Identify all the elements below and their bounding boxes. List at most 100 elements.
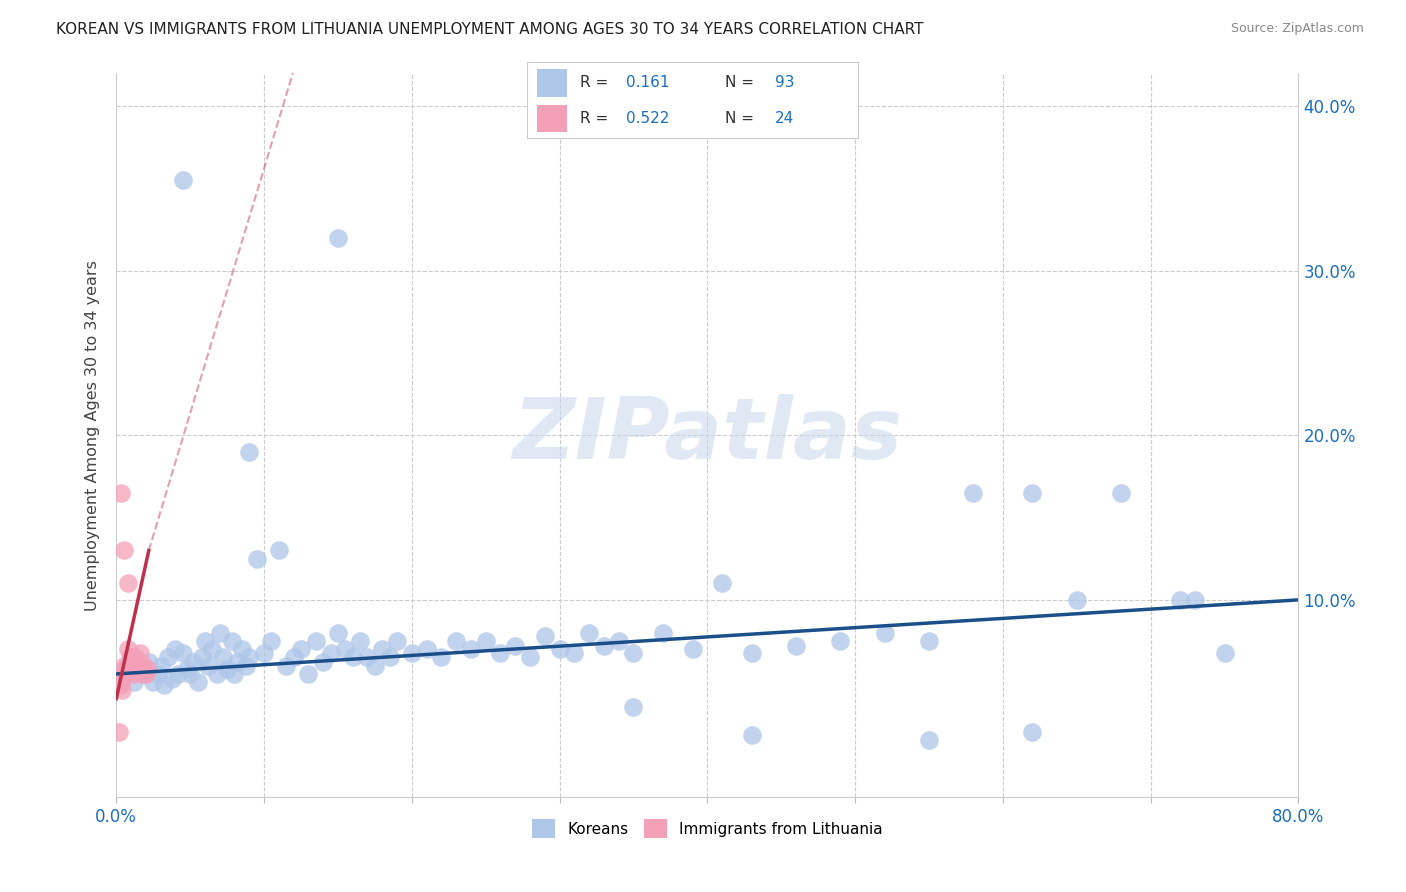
Point: [114, 667, 136, 681]
Point: [415, 642, 437, 657]
Point: [131, 662, 153, 676]
Point: [326, 230, 349, 244]
Point: [785, 639, 807, 653]
Point: [122, 667, 145, 681]
Point: [142, 675, 165, 690]
Point: [623, 699, 645, 714]
Point: [830, 634, 852, 648]
Point: [593, 639, 616, 653]
Point: [682, 642, 704, 657]
Point: [129, 646, 152, 660]
Legend: Koreans, Immigrants from Lithuania: Koreans, Immigrants from Lithuania: [526, 814, 889, 844]
Point: [117, 658, 139, 673]
Point: [238, 444, 260, 458]
Point: [138, 656, 160, 670]
Text: 0.522: 0.522: [627, 111, 669, 126]
Text: 0.161: 0.161: [627, 76, 669, 90]
Point: [149, 658, 172, 673]
Point: [221, 634, 243, 648]
Point: [260, 634, 283, 648]
Point: [238, 650, 260, 665]
Point: [962, 486, 984, 500]
Point: [607, 634, 630, 648]
Point: [110, 678, 132, 692]
Point: [378, 650, 401, 665]
Point: [741, 646, 763, 660]
Point: [349, 634, 371, 648]
Point: [503, 639, 526, 653]
Point: [156, 650, 179, 665]
Point: [326, 625, 349, 640]
Point: [117, 642, 139, 657]
Point: [135, 667, 157, 681]
Point: [114, 662, 136, 676]
Point: [741, 728, 763, 742]
Point: [1213, 646, 1236, 660]
Point: [235, 658, 257, 673]
Point: [290, 642, 312, 657]
Point: [578, 625, 600, 640]
Point: [231, 642, 253, 657]
Point: [1021, 724, 1043, 739]
Point: [115, 667, 138, 681]
Point: [283, 650, 305, 665]
Y-axis label: Unemployment Among Ages 30 to 34 years: Unemployment Among Ages 30 to 34 years: [86, 260, 100, 611]
Point: [117, 576, 139, 591]
Point: [152, 678, 174, 692]
Point: [112, 658, 135, 673]
Text: 24: 24: [775, 111, 794, 126]
Point: [1184, 592, 1206, 607]
Point: [187, 675, 209, 690]
Point: [356, 650, 378, 665]
FancyBboxPatch shape: [537, 105, 567, 132]
Point: [208, 625, 231, 640]
Point: [460, 642, 482, 657]
Point: [444, 634, 467, 648]
Point: [124, 650, 146, 665]
Point: [319, 646, 342, 660]
Point: [371, 642, 394, 657]
Text: Source: ZipAtlas.com: Source: ZipAtlas.com: [1230, 22, 1364, 36]
Point: [401, 646, 423, 660]
Point: [132, 667, 155, 681]
Point: [110, 486, 132, 500]
Point: [122, 675, 145, 690]
Point: [211, 650, 233, 665]
Point: [335, 642, 357, 657]
Text: R =: R =: [581, 76, 609, 90]
Point: [108, 724, 131, 739]
Point: [172, 173, 194, 187]
Point: [548, 642, 571, 657]
Point: [1168, 592, 1191, 607]
Point: [246, 551, 269, 566]
Point: [134, 658, 156, 673]
Point: [226, 656, 249, 670]
Point: [132, 667, 155, 681]
Point: [146, 667, 169, 681]
Point: [1021, 486, 1043, 500]
Point: [534, 629, 557, 643]
Point: [489, 646, 512, 660]
Point: [127, 658, 149, 673]
Text: N =: N =: [725, 111, 755, 126]
Point: [201, 642, 224, 657]
Point: [112, 543, 135, 558]
Point: [205, 667, 228, 681]
Point: [224, 667, 246, 681]
Text: R =: R =: [581, 111, 609, 126]
Point: [385, 634, 408, 648]
Point: [167, 667, 190, 681]
Point: [120, 656, 142, 670]
Point: [564, 646, 586, 660]
Point: [111, 683, 134, 698]
Point: [135, 662, 157, 676]
Point: [312, 656, 335, 670]
FancyBboxPatch shape: [537, 70, 567, 96]
Point: [194, 634, 217, 648]
Point: [364, 658, 387, 673]
Point: [276, 658, 298, 673]
Point: [519, 650, 541, 665]
Point: [120, 650, 142, 665]
Point: [136, 662, 159, 676]
Point: [267, 543, 290, 558]
